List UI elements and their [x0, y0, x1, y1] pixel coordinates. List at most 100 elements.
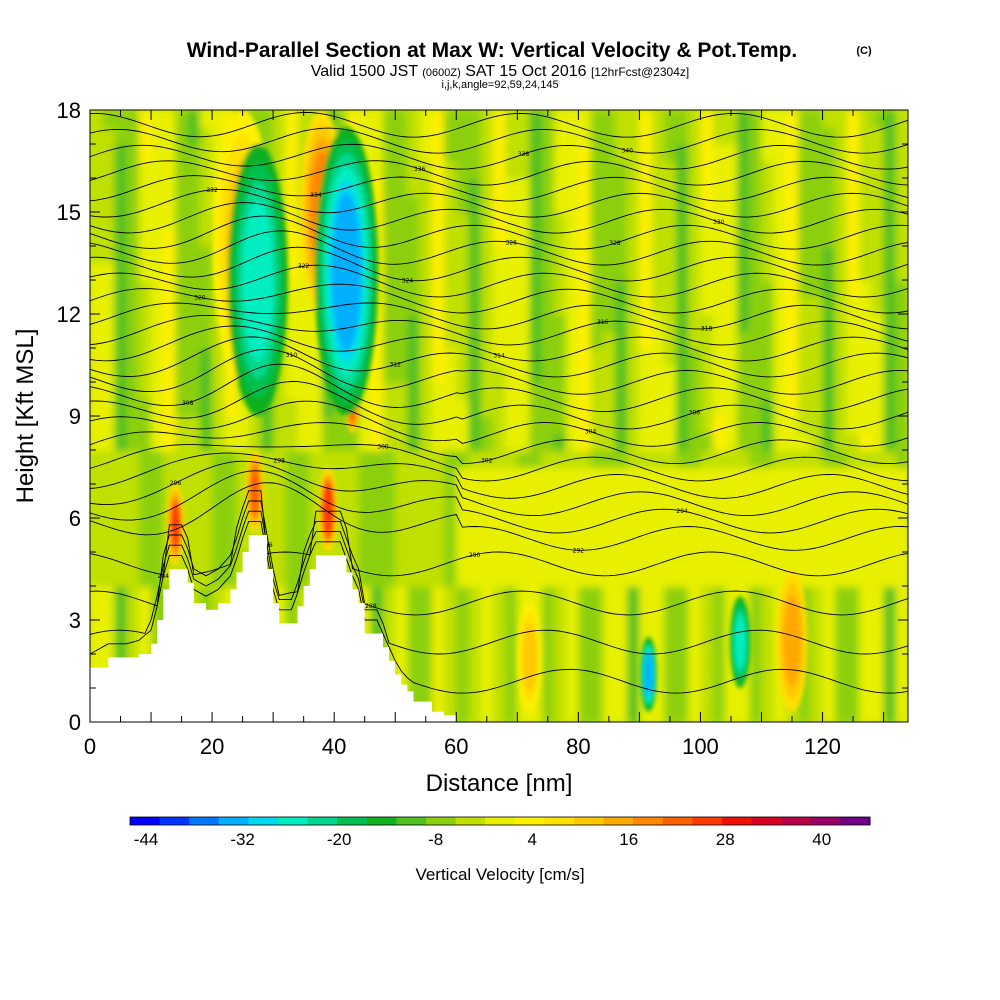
field-cell — [273, 416, 286, 434]
field-cell — [273, 501, 286, 519]
field-cell — [823, 263, 836, 281]
field-cell — [530, 263, 543, 281]
field-cell — [114, 314, 127, 332]
field-cell — [676, 620, 689, 638]
field-cell — [395, 178, 408, 196]
field-cell — [90, 382, 103, 400]
field-cell — [676, 467, 689, 485]
field-cell — [139, 110, 152, 128]
field-cell — [566, 671, 579, 689]
field-cell — [737, 518, 750, 536]
field-cell — [395, 501, 408, 519]
field-cell — [530, 569, 543, 587]
field-cell — [798, 144, 811, 162]
field-cell — [554, 705, 567, 723]
field-cell — [407, 399, 420, 417]
field-cell — [725, 280, 738, 298]
field-cell — [639, 331, 652, 349]
field-cell — [761, 280, 774, 298]
theta-contour-label: 290 — [469, 552, 481, 559]
x-tick-label: 100 — [682, 734, 719, 759]
field-cell — [530, 178, 543, 196]
field-cell — [627, 688, 640, 706]
field-cell — [591, 348, 604, 366]
field-cell — [175, 416, 188, 434]
field-cell — [273, 399, 286, 417]
field-cell — [102, 552, 115, 570]
field-cell — [871, 127, 884, 145]
field-cell — [823, 484, 836, 502]
field-cell — [859, 620, 872, 638]
field-cell — [468, 569, 481, 587]
field-cell — [554, 450, 567, 468]
field-cell — [310, 433, 323, 451]
field-cell — [810, 705, 823, 723]
field-cell — [114, 637, 127, 655]
field-cell — [749, 450, 762, 468]
field-cell — [114, 416, 127, 434]
field-cell — [493, 569, 506, 587]
field-cell — [737, 365, 750, 383]
field-cell — [664, 178, 677, 196]
field-cell — [493, 671, 506, 689]
field-cell — [664, 671, 677, 689]
field-cell — [444, 484, 457, 502]
field-cell — [761, 467, 774, 485]
field-cell — [407, 603, 420, 621]
field-cell — [407, 569, 420, 587]
field-cell — [114, 484, 127, 502]
field-cell — [798, 467, 811, 485]
field-cell — [542, 195, 555, 213]
field-cell — [481, 620, 494, 638]
colorbar-swatch — [722, 817, 752, 825]
field-cell — [749, 297, 762, 315]
x-axis-label: Distance [nm] — [426, 770, 573, 797]
field-cell — [530, 586, 543, 604]
field-cell — [896, 110, 909, 128]
field-cell — [615, 603, 628, 621]
field-cell — [432, 620, 445, 638]
field-cell — [676, 382, 689, 400]
field-cell — [896, 569, 909, 587]
field-cell — [884, 229, 897, 247]
field-cell — [835, 127, 848, 145]
field-cell — [554, 569, 567, 587]
field-cell — [444, 654, 457, 672]
field-cell — [554, 484, 567, 502]
field-cell — [676, 637, 689, 655]
colorbar-tick-label: 28 — [716, 830, 735, 849]
field-cell — [420, 450, 433, 468]
field-cell — [737, 348, 750, 366]
field-cell — [444, 365, 457, 383]
field-cell — [554, 127, 567, 145]
field-cell — [444, 620, 457, 638]
field-cell — [578, 110, 591, 128]
field-cell — [700, 671, 713, 689]
field-cell — [139, 603, 152, 621]
field-cell — [591, 671, 604, 689]
field-cell — [444, 399, 457, 417]
field-cell — [530, 399, 543, 417]
field-cell — [749, 195, 762, 213]
field-cell — [420, 620, 433, 638]
field-cell — [444, 603, 457, 621]
field-cell — [774, 365, 787, 383]
field-cell — [896, 467, 909, 485]
field-cell — [102, 178, 115, 196]
field-cell — [713, 450, 726, 468]
field-cell — [505, 671, 518, 689]
field-cell — [322, 450, 335, 468]
field-cell — [468, 161, 481, 179]
field-cell — [713, 518, 726, 536]
field-cell — [395, 620, 408, 638]
field-cell — [713, 467, 726, 485]
field-cell — [737, 399, 750, 417]
field-cell — [90, 331, 103, 349]
field-cell — [420, 603, 433, 621]
field-cell — [554, 501, 567, 519]
field-cell — [810, 586, 823, 604]
field-cell — [200, 212, 213, 230]
field-cell — [481, 416, 494, 434]
field-cell — [676, 348, 689, 366]
field-cell — [664, 433, 677, 451]
